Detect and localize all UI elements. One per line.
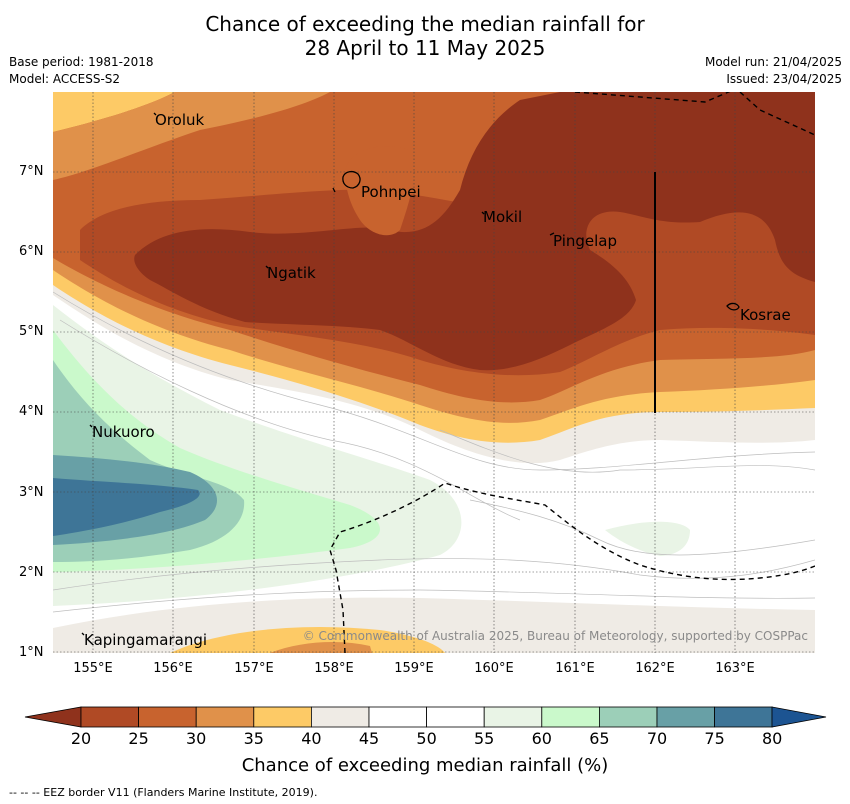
colorbar: [24, 706, 827, 728]
contour-line: [439, 429, 815, 473]
contour-line: [59, 319, 521, 521]
fill-blue: [53, 478, 200, 536]
oroluk-atoll: [153, 112, 157, 116]
contour-line: [53, 558, 815, 591]
fill-corner-yellow: [53, 92, 175, 132]
lon-tick-label: 163°E: [715, 661, 755, 676]
colorbar-swatch: [138, 706, 197, 728]
contour-line: [53, 291, 815, 471]
ngatik-atoll: [265, 265, 269, 269]
model-name: Model: ACCESS-S2: [9, 72, 121, 86]
place-label-pohnpei: Pohnpei: [361, 183, 421, 201]
nukuoro-atoll: [89, 424, 93, 428]
pingelap-atoll: [549, 232, 555, 236]
colorbar-tick-label: 35: [243, 729, 264, 748]
lat-tick-label: 1°N: [19, 645, 44, 660]
base-period: Base period: 1981-2018: [9, 55, 154, 69]
colorbar-swatch: [195, 706, 255, 728]
eez-border-north: [574, 92, 815, 136]
colorbar-tick-label: 80: [762, 729, 783, 748]
colorbar-tick-label: 65: [589, 729, 610, 748]
map-title: Chance of exceeding the median rainfall …: [0, 12, 850, 60]
colorbar-tick-label: 45: [358, 729, 380, 748]
lat-tick-label: 3°N: [19, 485, 44, 500]
place-label-kosrae: Kosrae: [740, 306, 791, 324]
fill-corner-orange: [53, 92, 330, 180]
colorbar-swatch: [483, 706, 543, 728]
lon-tick-label: 162°E: [635, 661, 675, 676]
title-line-2: 28 April to 11 May 2025: [304, 36, 546, 60]
fill-east-green-patch: [605, 521, 690, 556]
colorbar-swatch: [310, 706, 370, 728]
colorbar-tick-label: 70: [646, 729, 668, 748]
lon-tick-label: 160°E: [474, 661, 514, 676]
colorbar-title: Chance of exceeding median rainfall (%): [241, 755, 609, 776]
fill-south-orange: [270, 641, 372, 653]
place-label-nukuoro: Nukuoro: [92, 423, 155, 441]
eez-border-south: [329, 482, 815, 653]
model-run: Model run: 21/04/2025: [704, 55, 842, 69]
lon-tick-label: 159°E: [394, 661, 434, 676]
copyright-notice: © Commonwealth of Australia 2025, Bureau…: [302, 629, 808, 643]
lat-tick-label: 2°N: [19, 565, 44, 580]
colorbar-swatch: [599, 706, 658, 728]
eez-footnote: -- -- -- EEZ border V11 (Flanders Marine…: [9, 786, 318, 799]
colorbar-swatch: [426, 706, 485, 728]
fill-darkest: [134, 92, 815, 371]
islet: [332, 187, 336, 193]
colorbar-tick-label: 55: [474, 729, 495, 748]
place-label-mokil: Mokil: [483, 208, 523, 226]
lon-tick-label: 158°E: [314, 661, 354, 676]
colorbar-swatch: [368, 706, 427, 728]
colorbar-tick-label: 60: [531, 729, 552, 748]
colorbar-swatch: [714, 706, 773, 728]
lat-tick-label: 6°N: [19, 244, 44, 259]
colorbar-swatch: [80, 706, 139, 728]
place-label-pingelap: Pingelap: [553, 232, 618, 250]
pohnpei-island: [342, 170, 361, 189]
contour-lines: [53, 291, 815, 613]
place-label-kapingamarangi: Kapingamarangi: [84, 631, 208, 649]
kapingamarangi-atoll: [81, 632, 85, 636]
colorbar-tick-label: 75: [704, 729, 725, 748]
meta-right: Model run: 21/04/2025 Issued: 23/04/2025: [705, 54, 842, 88]
contour-fills: [53, 92, 815, 653]
colorbar-tick-label: 20: [70, 729, 92, 748]
colorbar-tick-label: 50: [416, 729, 437, 748]
fill-pohnpei-patch: [345, 146, 415, 236]
mokil-atoll: [481, 211, 485, 215]
place-label-oroluk: Oroluk: [155, 111, 205, 129]
eez-border: [329, 92, 815, 653]
islands: [81, 112, 740, 636]
colorbar-swatch: [253, 706, 312, 728]
colorbar-extend-high: [771, 706, 827, 728]
colorbar-tick-label: 30: [186, 729, 207, 748]
lon-tick-label: 156°E: [153, 661, 193, 676]
colorbar-tick-label: 25: [128, 729, 149, 748]
lat-tick-label: 7°N: [19, 164, 44, 179]
lat-tick-label: 4°N: [19, 404, 44, 419]
title-line-1: Chance of exceeding the median rainfall …: [205, 12, 645, 36]
place-label-ngatik: Ngatik: [267, 264, 316, 282]
fill-south-yellow: [170, 626, 445, 653]
meta-left: Base period: 1981-2018 Model: ACCESS-S2: [9, 54, 154, 88]
colorbar-swatch: [541, 706, 600, 728]
lat-tick-label: 5°N: [19, 324, 44, 339]
colorbar-swatch: [656, 706, 715, 728]
contour-line: [469, 499, 815, 556]
colorbar-tick-label: 40: [301, 729, 322, 748]
colorbar-extend-low: [24, 706, 82, 728]
kosrae-island: [726, 302, 740, 311]
contour-line: [53, 589, 815, 613]
issued-date: Issued: 23/04/2025: [726, 72, 842, 86]
lon-tick-label: 157°E: [234, 661, 274, 676]
lon-tick-label: 155°E: [73, 661, 113, 676]
lon-tick-label: 161°E: [555, 661, 595, 676]
